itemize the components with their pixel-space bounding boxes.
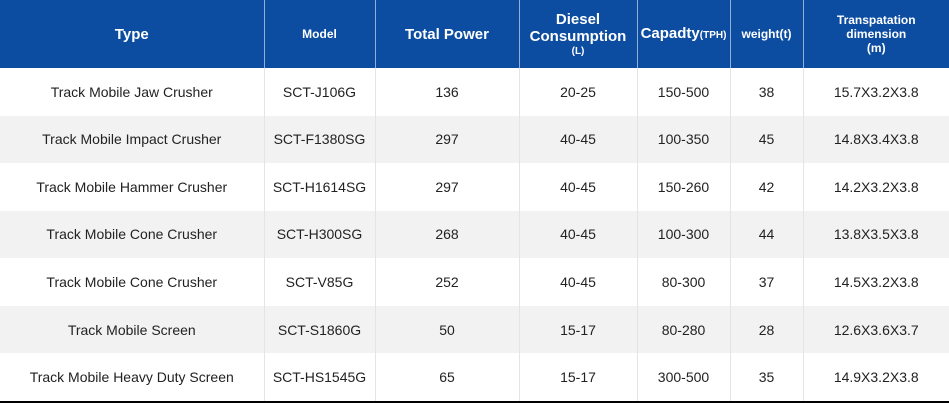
cell-diesel: 40-45 [519,258,638,306]
table-header: Type Model Total Power Diesel Consumptio… [0,0,949,68]
cell-diesel: 40-45 [519,115,638,164]
header-type: Type [0,0,265,68]
cell-type: Track Mobile Hammer Crusher [0,163,265,211]
cell-weight: 42 [730,163,804,211]
cell-power: 65 [375,353,520,402]
header-model: Model [264,0,376,68]
table-body: Track Mobile Jaw Crusher SCT-J106G 136 2… [0,68,949,402]
cell-diesel: 40-45 [519,210,638,259]
cell-dimension: 14.8X3.4X3.8 [803,115,949,164]
cell-type: Track Mobile Impact Crusher [0,115,265,164]
cell-type: Track Mobile Heavy Duty Screen [0,353,265,402]
cell-power: 297 [375,163,520,211]
cell-model: SCT-J106G [264,68,376,116]
cell-weight: 38 [730,68,804,116]
table-row: Track Mobile Cone Crusher SCT-H300SG 268… [0,210,949,259]
cell-model: SCT-H1614SG [264,163,376,211]
cell-power: 297 [375,115,520,164]
cell-type: Track Mobile Cone Crusher [0,210,265,259]
cell-capacity: 100-350 [637,115,731,164]
cell-dimension: 12.6X3.6X3.7 [803,305,949,354]
cell-diesel: 15-17 [519,353,638,402]
header-dimension: Transpatation dimension (m) [803,0,949,68]
cell-weight: 45 [730,115,804,164]
cell-type: Track Mobile Cone Crusher [0,258,265,306]
cell-weight: 37 [730,258,804,306]
cell-dimension: 15.7X3.2X3.8 [803,68,949,116]
cell-diesel: 15-17 [519,305,638,354]
cell-dimension: 13.8X3.5X3.8 [803,210,949,259]
cell-capacity: 150-500 [637,68,731,116]
header-weight: weight(t) [730,0,804,68]
cell-capacity: 100-300 [637,210,731,259]
cell-power: 268 [375,210,520,259]
cell-power: 252 [375,258,520,306]
header-total-power: Total Power [375,0,520,68]
cell-model: SCT-S1860G [264,305,376,354]
cell-model: SCT-HS1545G [264,353,376,402]
table-row: Track Mobile Heavy Duty Screen SCT-HS154… [0,353,949,402]
cell-model: SCT-F1380SG [264,115,376,164]
cell-weight: 28 [730,305,804,354]
cell-weight: 35 [730,353,804,402]
table-row: Track Mobile Screen SCT-S1860G 50 15-17 … [0,305,949,354]
header-capacity: Capadty(TPH) [637,0,731,68]
cell-capacity: 80-280 [637,305,731,354]
cell-diesel: 40-45 [519,163,638,211]
table-row: Track Mobile Jaw Crusher SCT-J106G 136 2… [0,68,949,116]
table-row: Track Mobile Impact Crusher SCT-F1380SG … [0,115,949,164]
cell-type: Track Mobile Jaw Crusher [0,68,265,116]
cell-type: Track Mobile Screen [0,305,265,354]
cell-dimension: 14.9X3.2X3.8 [803,353,949,402]
cell-model: SCT-H300SG [264,210,376,259]
header-diesel-consumption: Diesel Consumption (L) [519,0,638,68]
cell-diesel: 20-25 [519,68,638,116]
cell-capacity: 300-500 [637,353,731,402]
cell-model: SCT-V85G [264,258,376,306]
cell-dimension: 14.2X3.2X3.8 [803,163,949,211]
table-row: Track Mobile Hammer Crusher SCT-H1614SG … [0,163,949,211]
cell-dimension: 14.5X3.2X3.8 [803,258,949,306]
cell-weight: 44 [730,210,804,259]
cell-power: 50 [375,305,520,354]
cell-capacity: 80-300 [637,258,731,306]
table-row: Track Mobile Cone Crusher SCT-V85G 252 4… [0,258,949,306]
header-row: Type Model Total Power Diesel Consumptio… [0,0,949,68]
cell-power: 136 [375,68,520,116]
cell-capacity: 150-260 [637,163,731,211]
